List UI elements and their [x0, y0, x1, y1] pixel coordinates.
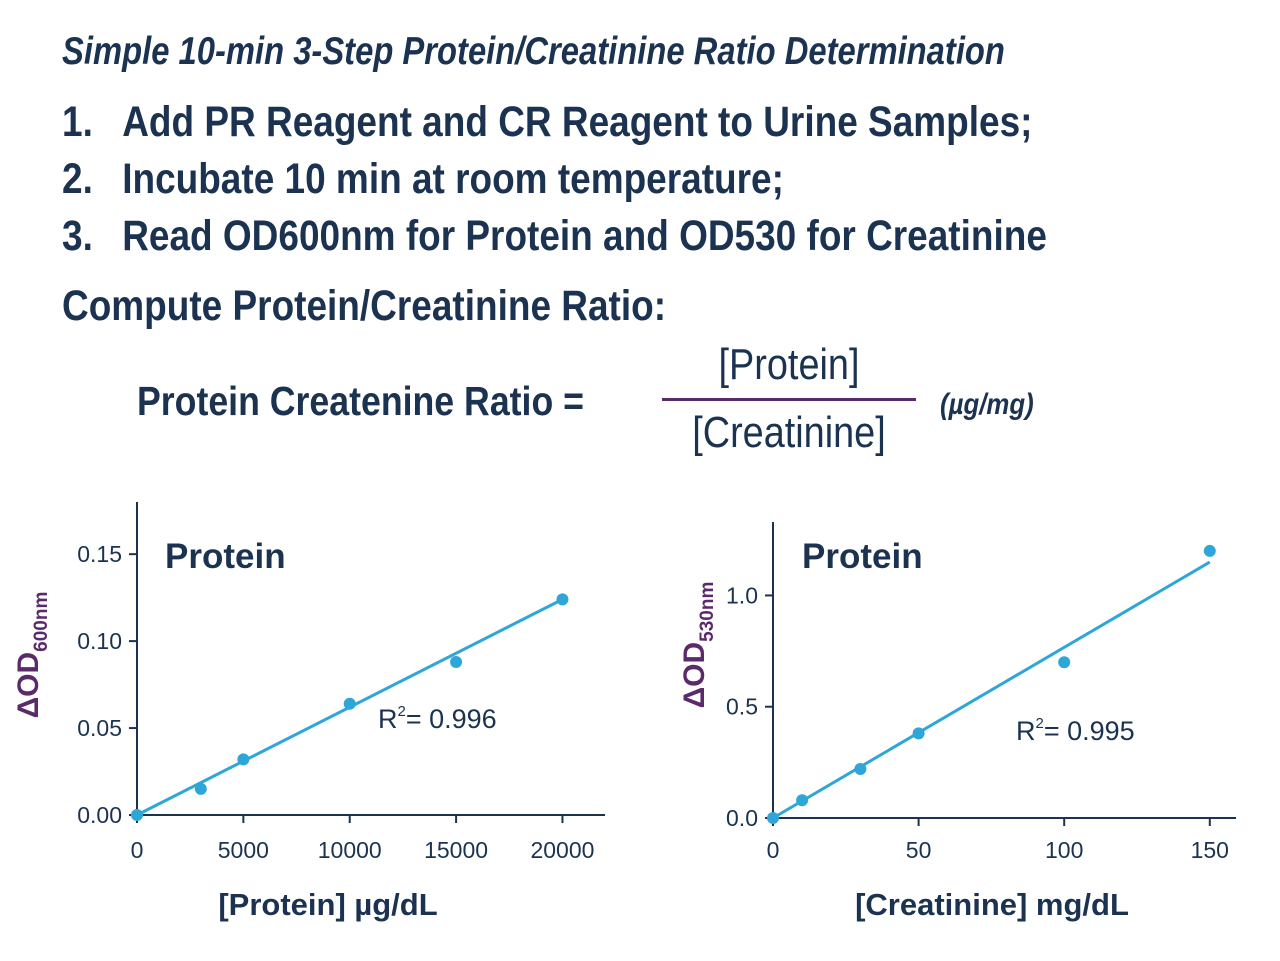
compute-heading: Compute Protein/Creatinine Ratio: — [62, 282, 667, 330]
chart-title: Protein — [165, 537, 286, 576]
formula-numerator: [Protein] — [718, 340, 860, 389]
data-point — [194, 782, 207, 795]
data-point — [1203, 544, 1216, 557]
fit-line — [772, 560, 1211, 820]
y-tick-label: 0.05 — [77, 715, 122, 741]
y-tick-label: 1.0 — [726, 582, 758, 608]
data-point — [796, 794, 809, 807]
x-axis-title: [Creatinine] mg/dL — [855, 887, 1129, 922]
data-point — [131, 809, 143, 821]
x-tick-label: 150 — [1191, 837, 1229, 863]
step-item: 2. Incubate 10 min at room temperature; — [62, 155, 1047, 212]
x-tick-label: 5000 — [218, 837, 269, 863]
x-axis-title: [Protein] µg/dL — [218, 887, 437, 922]
fraction-line — [662, 398, 916, 401]
x-tick-label: 10000 — [318, 837, 382, 863]
step-number: 2. — [62, 155, 93, 203]
data-point — [1058, 656, 1071, 669]
x-tick-label: 15000 — [424, 837, 488, 863]
formula-unit: (µg/mg) — [940, 388, 1034, 421]
r-squared-label: R2= 0.995 — [1016, 715, 1135, 746]
x-tick-label: 20000 — [530, 837, 594, 863]
x-tick-label: 50 — [906, 837, 932, 863]
y-tick-label: 0.0 — [726, 805, 758, 831]
data-point — [912, 727, 925, 740]
step-number: 3. — [62, 212, 93, 260]
y-tick-label: 0.5 — [726, 694, 758, 720]
formula-denominator: [Creatinine] — [692, 408, 886, 457]
data-point — [237, 753, 250, 766]
chart-protein: 0.00 0.05 0.10 0.15 0 5000 10000 15000 20000 Prot… — [12, 502, 605, 922]
steps-list: 1. Add PR Reagent and CR Reagent to Urine… — [62, 98, 1047, 269]
step-text: Read OD600nm for Protein and OD530 for C… — [122, 212, 1047, 260]
y-tick-label: 0.10 — [77, 628, 122, 654]
step-item: 1. Add PR Reagent and CR Reagent to Urine… — [62, 98, 1047, 155]
data-point — [556, 593, 569, 606]
data-point — [854, 763, 867, 776]
y-tick-label: 0.15 — [77, 541, 122, 567]
page-title: Simple 10-min 3-Step Protein/Creatinine … — [62, 30, 1005, 73]
data-point — [767, 812, 779, 824]
step-text: Add PR Reagent and CR Reagent to Urine S… — [122, 98, 1033, 146]
step-item: 3. Read OD600nm for Protein and OD530 for… — [62, 212, 1047, 269]
y-tick-label: 0.00 — [77, 802, 122, 828]
x-tick-label: 0 — [767, 837, 780, 863]
x-tick-label: 0 — [131, 837, 144, 863]
data-point — [343, 697, 356, 710]
data-point — [450, 655, 463, 668]
step-number: 1. — [62, 98, 93, 146]
r-squared-label: R2= 0.996 — [378, 703, 497, 734]
chart-creatinine: 0.0 0.5 1.0 0 50 100 150 Protein R2= 0.995 [Creat… — [678, 522, 1236, 922]
formula-label: Protein Createnine Ratio = — [137, 378, 584, 424]
chart-title: Protein — [802, 537, 923, 576]
step-text: Incubate 10 min at room temperature; — [122, 155, 784, 203]
x-tick-label: 100 — [1045, 837, 1083, 863]
y-axis-title: ΔOD600nm — [12, 592, 52, 719]
y-axis-title: ΔOD530nm — [678, 582, 718, 709]
